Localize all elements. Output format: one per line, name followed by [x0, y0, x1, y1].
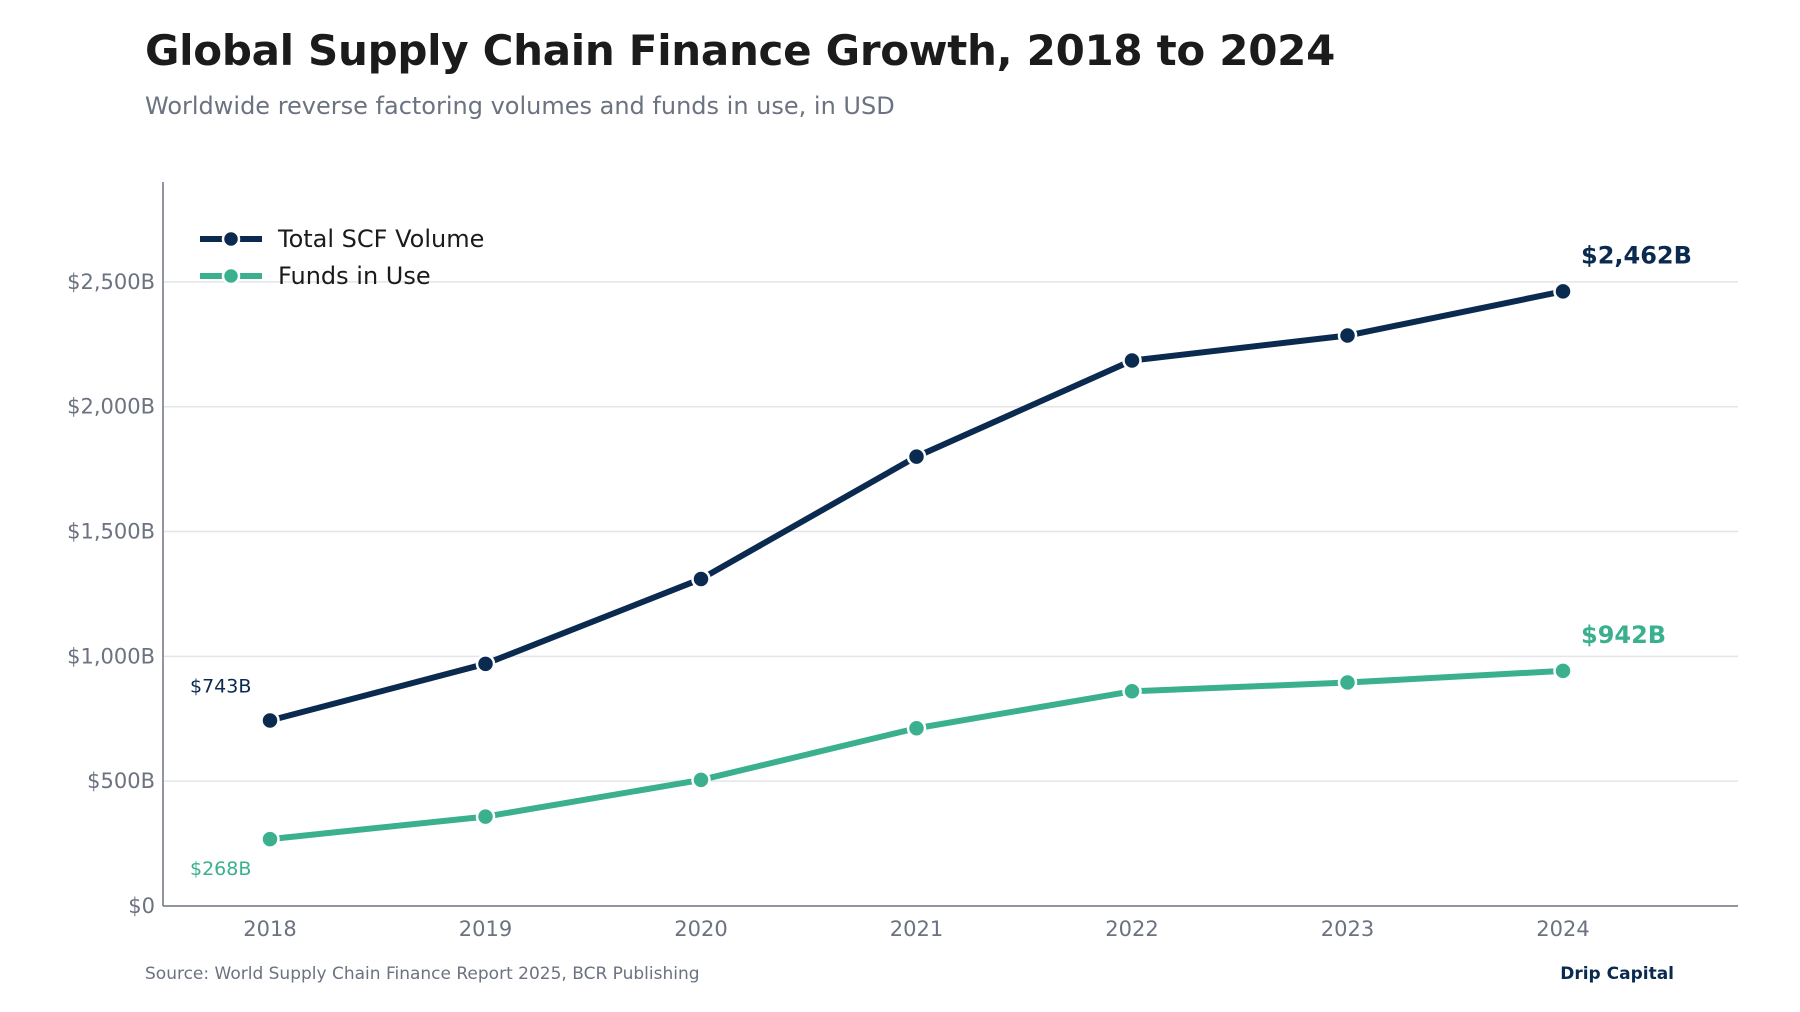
- start-value-label: $268B: [190, 858, 251, 880]
- x-tick-label: 2024: [1536, 917, 1589, 941]
- series-lines: [260, 281, 1573, 849]
- legend-label: Funds in Use: [278, 262, 431, 290]
- data-point: [1553, 661, 1573, 681]
- data-point: [691, 770, 711, 790]
- data-point: [1122, 681, 1142, 702]
- data-point: [475, 654, 496, 674]
- x-tick-label: 2023: [1321, 917, 1374, 941]
- legend-swatch-marker: [221, 229, 241, 249]
- data-point: [906, 718, 927, 738]
- y-tick-label: $1,000B: [67, 644, 155, 668]
- gridlines: [163, 281, 1738, 782]
- axes: $0 $500B $1,000B $1,500B $2,000B $2,500B 2018 2…: [67, 182, 1738, 941]
- data-point: [1337, 325, 1358, 346]
- legend-label: Total SCF Volume: [277, 225, 484, 253]
- y-tick-label: $500B: [87, 769, 155, 793]
- legend: Total SCF Volume Funds in Use: [200, 225, 484, 290]
- y-tick-label: $0: [128, 894, 155, 918]
- end-value-label: $942B: [1581, 621, 1666, 649]
- data-point: [1553, 281, 1573, 302]
- chart-title: Global Supply Chain Finance Growth, 2018…: [145, 26, 1336, 75]
- chart-subtitle: Worldwide reverse factoring volumes and …: [145, 92, 895, 120]
- x-tick-label: 2022: [1105, 917, 1158, 941]
- y-tick-label: $1,500B: [67, 520, 155, 544]
- data-point: [691, 569, 711, 589]
- start-value-label: $743B: [190, 676, 251, 698]
- y-tick-label: $2,000B: [67, 395, 155, 419]
- data-point: [906, 446, 927, 467]
- source-note: Source: World Supply Chain Finance Repor…: [145, 964, 700, 984]
- y-tick-label: $2,500B: [67, 270, 155, 294]
- data-point: [1337, 672, 1358, 693]
- series-line-funds-in-use: [267, 667, 1566, 843]
- x-tick-label: 2020: [674, 917, 727, 941]
- data-labels: $743B $2,462B $268B $942B: [190, 241, 1692, 880]
- data-point: [1122, 350, 1142, 371]
- end-value-label: $2,462B: [1581, 241, 1692, 269]
- data-point: [260, 829, 280, 849]
- legend-swatch-marker: [221, 266, 241, 286]
- brand-logo-text: Drip Capital: [1560, 964, 1674, 984]
- data-point: [260, 710, 280, 731]
- x-tick-label: 2018: [243, 917, 296, 941]
- data-point: [475, 806, 496, 827]
- x-tick-label: 2019: [459, 917, 512, 941]
- x-tick-label: 2021: [890, 917, 943, 941]
